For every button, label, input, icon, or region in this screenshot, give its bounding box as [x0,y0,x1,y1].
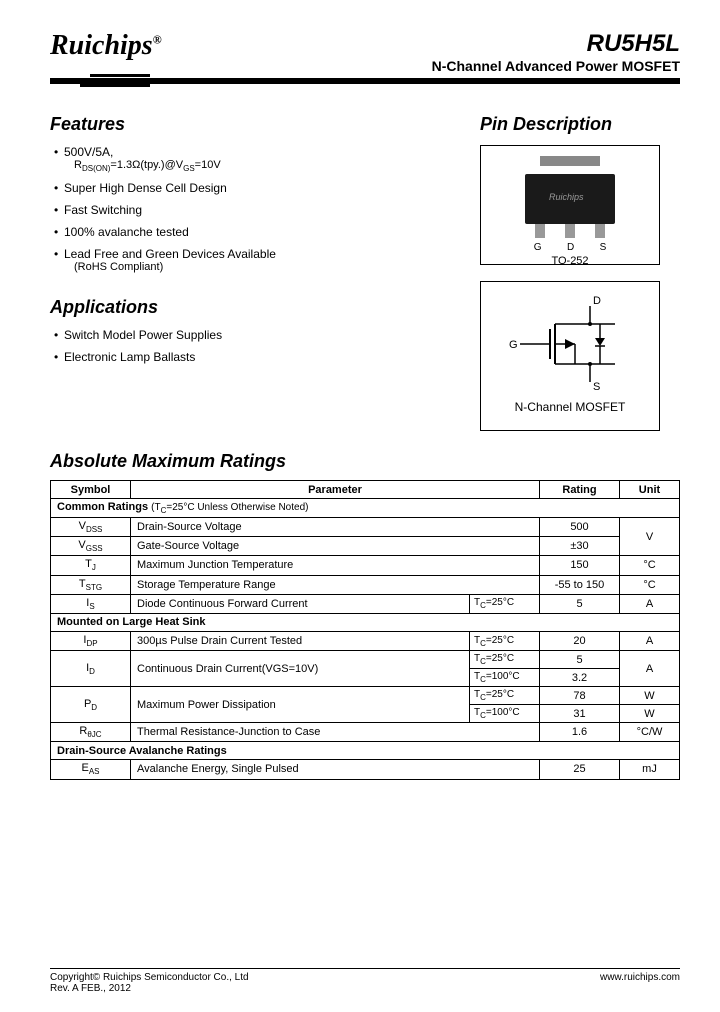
table-row: EASAvalanche Energy, Single Pulsed25mJ [51,760,680,779]
revision-text: Rev. A FEB., 2012 [50,983,249,994]
footer: Copyright© Ruichips Semiconductor Co., L… [50,968,680,994]
part-number: RU5H5L [432,30,680,58]
chip-tab-icon [540,156,600,166]
header-divider [50,78,680,84]
table-row: TSTGStorage Temperature Range-55 to 150°… [51,575,680,594]
chip-brand-label: Ruichips [549,192,584,202]
schematic-label: N-Channel MOSFET [493,400,647,414]
feature-item: Lead Free and Green Devices Available(Ro… [54,247,460,273]
col-rating: Rating [540,481,620,499]
feature-item: 500V/5A,RDS(ON)=1.3Ω(tpy.)@VGS=10V [54,145,460,173]
package-diagram: Ruichips G D S TO-252 [480,145,660,265]
right-column: Pin Description Ruichips G D S TO-252 D … [480,114,680,431]
pindesc-heading: Pin Description [480,114,680,135]
logo: Ruichips® [50,30,162,62]
pin-icon [535,224,545,238]
title-block: RU5H5L N-Channel Advanced Power MOSFET [432,30,680,74]
app-item: Switch Model Power Supplies [54,328,460,342]
features-heading: Features [50,114,460,135]
footer-left: Copyright© Ruichips Semiconductor Co., L… [50,972,249,994]
package-name: TO-252 [491,255,649,267]
section-row: Common Ratings (TC=25°C Unless Otherwise… [51,499,680,518]
table-row: RθJCThermal Resistance-Junction to Case1… [51,723,680,742]
table-row: IDContinuous Drain Current(VGS=10V)TC=25… [51,651,680,669]
drain-label: D [593,295,601,307]
features-list: 500V/5A,RDS(ON)=1.3Ω(tpy.)@VGS=10V Super… [50,145,460,273]
left-column: Features 500V/5A,RDS(ON)=1.3Ω(tpy.)@VGS=… [50,114,460,431]
section-row: Drain-Source Avalanche Ratings [51,742,680,760]
feature-sub: RDS(ON)=1.3Ω(tpy.)@VGS=10V [64,159,460,173]
footer-url: www.ruichips.com [600,972,680,994]
applications-list: Switch Model Power Supplies Electronic L… [50,328,460,364]
table-row: IDP300µs Pulse Drain Current TestedTC=25… [51,631,680,650]
gate-label: G [509,339,518,351]
pin-labels: G D S [491,242,649,253]
col-parameter: Parameter [131,481,540,499]
schematic-diagram: D G S N-Channel MOSFET [480,281,660,431]
mosfet-schematic-icon: D G S [495,294,645,394]
pin-label: G [534,242,542,253]
ratings-table: Symbol Parameter Rating Unit Common Rati… [50,480,680,780]
applications-heading: Applications [50,297,460,318]
ratings-heading: Absolute Maximum Ratings [50,451,680,472]
pin-label: S [600,242,607,253]
col-unit: Unit [620,481,680,499]
chip-body-icon: Ruichips [525,174,615,224]
col-symbol: Symbol [51,481,131,499]
feature-item: 100% avalanche tested [54,225,460,239]
table-row: VDSSDrain-Source Voltage500V [51,518,680,537]
source-label: S [593,381,600,393]
header: Ruichips® RU5H5L N-Channel Advanced Powe… [50,30,680,74]
feature-item: Fast Switching [54,203,460,217]
table-row: PDMaximum Power DissipationTC=25°C78W [51,687,680,705]
table-row: TJMaximum Junction Temperature150°C [51,556,680,575]
app-item: Electronic Lamp Ballasts [54,350,460,364]
pin-icon [565,224,575,238]
feature-sub: (RoHS Compliant) [64,261,460,273]
page-content: Ruichips® RU5H5L N-Channel Advanced Powe… [0,0,720,800]
table-header-row: Symbol Parameter Rating Unit [51,481,680,499]
table-row: ISDiode Continuous Forward CurrentTC=25°… [51,594,680,613]
table-row: VGSSGate-Source Voltage±30 [51,537,680,556]
two-column-layout: Features 500V/5A,RDS(ON)=1.3Ω(tpy.)@VGS=… [50,114,680,431]
pin-label: D [567,242,574,253]
feature-item: Super High Dense Cell Design [54,181,460,195]
copyright-text: Copyright© Ruichips Semiconductor Co., L… [50,972,249,983]
section-row: Mounted on Large Heat Sink [51,613,680,631]
subtitle: N-Channel Advanced Power MOSFET [432,58,680,74]
pin-icon [595,224,605,238]
